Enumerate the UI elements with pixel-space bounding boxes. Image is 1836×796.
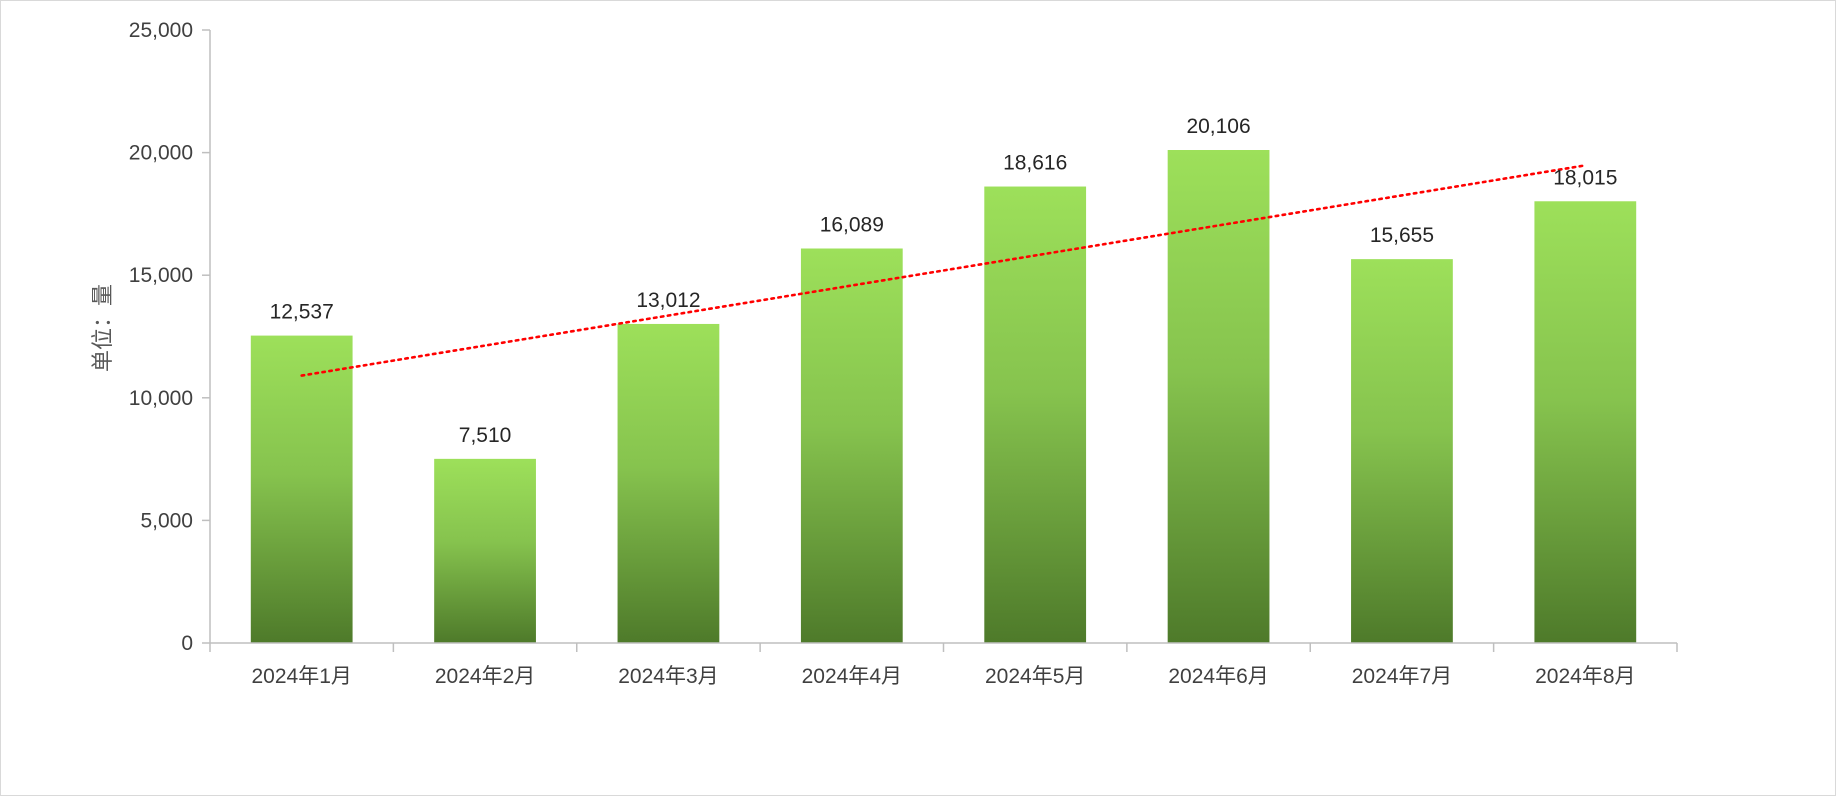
bar xyxy=(250,335,353,643)
y-tick-label: 5,000 xyxy=(140,509,193,532)
bar xyxy=(1167,150,1270,643)
y-tick-label: 20,000 xyxy=(129,142,193,165)
bar xyxy=(800,248,903,643)
x-tick-label: 2024年1月 xyxy=(251,665,351,688)
x-tick-label: 2024年3月 xyxy=(618,665,718,688)
data-label: 12,537 xyxy=(270,301,334,324)
data-label: 15,655 xyxy=(1370,224,1434,247)
bar xyxy=(984,186,1087,643)
y-tick-label: 25,000 xyxy=(129,19,193,42)
data-label: 16,089 xyxy=(820,213,884,236)
labels-layer: 0 5,000 10,000 15,000 20,000 25,000 12,537 2024… xyxy=(129,19,1636,688)
x-tick-label: 2024年2月 xyxy=(435,665,535,688)
x-tick-label: 2024年4月 xyxy=(802,665,902,688)
data-label: 7,510 xyxy=(459,424,512,447)
axes-layer xyxy=(202,29,1678,652)
bar xyxy=(434,458,536,643)
y-tick-label: 10,000 xyxy=(129,387,193,410)
data-label: 18,616 xyxy=(1003,152,1067,175)
trendline-layer xyxy=(300,164,1587,377)
bar xyxy=(1534,201,1637,643)
x-tick-label: 2024年5月 xyxy=(985,665,1085,688)
bars-layer xyxy=(250,150,1637,643)
y-tick-label: 0 xyxy=(181,632,193,655)
bar xyxy=(1351,259,1453,643)
x-tick-label: 2024年6月 xyxy=(1168,665,1268,688)
data-label: 18,015 xyxy=(1553,166,1617,189)
x-tick-label: 2024年8月 xyxy=(1535,665,1635,688)
data-label: 20,106 xyxy=(1186,115,1250,138)
trendline xyxy=(300,164,1587,377)
bar xyxy=(617,323,720,643)
data-label: 13,012 xyxy=(636,289,700,312)
x-tick-label: 2024年7月 xyxy=(1352,665,1452,688)
y-axis-title: 单位：量 xyxy=(91,284,116,372)
y-tick-label: 15,000 xyxy=(129,264,193,287)
